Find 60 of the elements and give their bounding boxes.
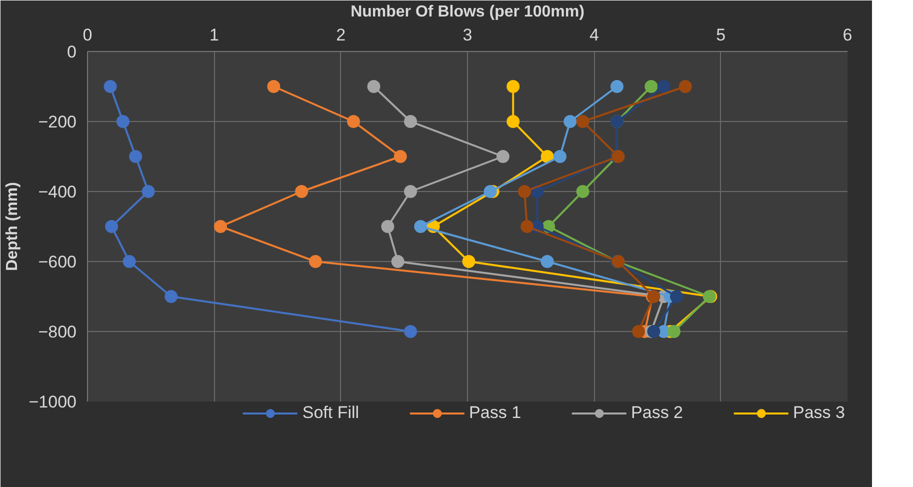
x-tick-label: 5 [716,26,726,44]
point [404,115,417,128]
y-tick-label: −200 [38,112,77,132]
point [367,80,380,93]
point [404,185,417,198]
x-tick-label: 4 [589,26,599,44]
point [670,290,683,303]
point [347,115,360,128]
y-tick-label: −600 [38,252,77,272]
point [122,255,136,268]
point [518,185,531,198]
point [484,185,497,198]
point [644,80,658,93]
y-tick-label: 0 [67,42,77,62]
x-tick-label: 6 [842,26,852,44]
point [576,115,590,128]
legend-label: Pass 2 [631,403,684,423]
point [404,325,417,338]
point [391,255,404,268]
x-tick-label: 2 [336,26,346,44]
point [540,255,554,268]
point [576,185,590,198]
point [564,115,577,128]
point [647,325,660,338]
point [632,325,645,338]
point [496,150,510,163]
point [267,80,280,93]
x-tick-label: 0 [82,26,92,44]
y-axis-title: Depth (mm) [4,182,21,271]
legend-label: Pass 1 [469,403,522,423]
point [116,115,130,128]
point [414,220,428,233]
point [553,150,566,163]
point [678,80,692,93]
x-axis-title: Number Of Blows (per 100mm) [350,4,584,20]
point [540,150,554,163]
point [657,80,670,93]
point [295,185,308,198]
point [520,220,534,233]
y-tick-label: −800 [38,322,77,342]
point [142,185,155,198]
x-tick-label: 3 [462,26,472,44]
legend-label: Pass 3 [793,403,845,423]
x-tick-label: 1 [209,26,219,44]
point [129,150,142,163]
point [506,115,520,128]
y-tick-label: −1000 [28,392,77,412]
point [462,255,476,268]
point [394,150,407,163]
point [164,290,178,303]
point [309,255,322,268]
point [610,80,624,93]
point [104,80,117,93]
point [105,220,118,233]
y-tick-label: −400 [38,182,77,202]
point [667,325,680,338]
point [214,220,227,233]
legend-label: Soft Fill [302,403,360,423]
point [381,220,394,233]
point [506,80,520,93]
